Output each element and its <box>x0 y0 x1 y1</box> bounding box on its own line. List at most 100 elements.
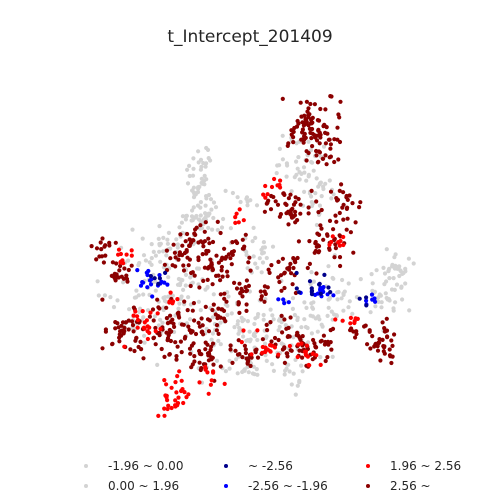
point-positive <box>141 325 146 330</box>
point-strong-positive <box>109 273 114 278</box>
point-positive <box>205 370 210 375</box>
point-not-significant <box>358 277 363 282</box>
point-strong-positive <box>337 255 343 260</box>
point-strong-positive <box>262 299 267 304</box>
point-strong-positive <box>367 329 372 334</box>
point-strong-positive <box>176 313 181 318</box>
point-strong-positive <box>279 288 284 293</box>
point-strong-positive <box>193 331 199 337</box>
point-strong-positive <box>298 202 303 207</box>
point-not-significant <box>188 317 193 322</box>
point-strong-positive <box>118 329 123 334</box>
point-not-significant <box>369 272 374 277</box>
point-positive <box>304 343 309 348</box>
point-strong-positive <box>151 336 156 341</box>
point-not-significant <box>370 281 375 286</box>
point-strong-positive <box>304 158 309 163</box>
point-not-significant <box>181 287 186 292</box>
point-strong-positive <box>173 255 178 260</box>
point-strong-positive <box>240 237 245 242</box>
point-strong-positive <box>103 243 108 248</box>
point-strong-negative <box>357 296 362 301</box>
point-strong-positive <box>272 335 278 341</box>
point-strong-positive <box>116 325 121 330</box>
point-strong-positive <box>323 358 328 364</box>
point-strong-negative <box>317 282 322 287</box>
point-strong-positive <box>327 137 332 142</box>
point-not-significant <box>279 320 284 325</box>
point-strong-positive <box>122 325 127 330</box>
point-negative <box>373 299 378 304</box>
point-strong-positive <box>278 212 283 217</box>
point-strong-positive <box>230 360 235 365</box>
point-positive <box>142 320 147 325</box>
point-not-significant <box>403 281 408 286</box>
point-positive <box>348 321 353 326</box>
point-not-significant <box>176 306 181 311</box>
point-not-significant <box>143 258 148 263</box>
point-positive <box>249 352 254 357</box>
point-strong-positive <box>296 239 301 244</box>
point-strong-positive <box>259 297 264 302</box>
point-not-significant <box>376 299 381 304</box>
point-strong-positive <box>209 261 214 266</box>
point-positive <box>118 251 123 257</box>
point-positive <box>148 310 153 315</box>
point-strong-negative <box>163 270 168 275</box>
point-strong-positive <box>206 236 211 241</box>
point-not-significant <box>384 279 389 284</box>
point-not-significant <box>237 328 242 334</box>
point-strong-positive <box>321 124 326 129</box>
point-strong-positive <box>114 261 119 266</box>
legend-label: 1.96 ~ 2.56 <box>390 459 462 473</box>
point-strong-positive <box>306 211 311 216</box>
point-strong-positive <box>307 126 312 131</box>
point-negative <box>148 282 154 287</box>
point-not-significant <box>247 329 252 334</box>
point-positive <box>175 297 180 302</box>
point-strong-positive <box>188 351 193 356</box>
point-positive <box>156 413 161 418</box>
point-not-significant <box>136 293 141 298</box>
point-strong-positive <box>100 346 105 351</box>
point-strong-positive <box>168 313 173 318</box>
point-not-significant <box>254 367 259 372</box>
point-strong-positive <box>319 226 324 231</box>
point-positive <box>340 318 345 323</box>
point-strong-positive <box>319 338 324 343</box>
point-strong-negative <box>294 270 299 276</box>
point-not-significant <box>176 276 181 282</box>
point-not-significant <box>96 293 101 298</box>
point-strong-positive <box>153 325 158 331</box>
point-positive <box>255 328 260 333</box>
point-strong-positive <box>282 360 287 365</box>
point-strong-negative <box>364 303 369 308</box>
point-not-significant <box>294 159 299 164</box>
point-not-significant <box>185 181 191 186</box>
point-negative <box>157 273 162 278</box>
point-strong-positive <box>309 117 314 122</box>
point-not-significant <box>183 272 189 277</box>
point-strong-positive <box>325 131 330 136</box>
point-not-significant <box>177 301 182 306</box>
point-strong-negative <box>364 295 369 300</box>
point-not-significant <box>295 383 300 388</box>
point-not-significant <box>399 284 404 289</box>
point-negative <box>147 278 153 283</box>
point-strong-positive <box>192 318 197 323</box>
point-positive <box>348 315 353 320</box>
point-not-significant <box>186 295 191 300</box>
point-strong-positive <box>130 319 135 324</box>
point-positive <box>164 382 169 387</box>
point-strong-positive <box>210 341 216 346</box>
point-positive <box>269 184 275 190</box>
point-not-significant <box>270 244 276 249</box>
point-strong-positive <box>341 190 346 195</box>
point-strong-positive <box>286 325 291 330</box>
point-strong-positive <box>248 363 253 369</box>
point-not-significant <box>179 294 184 299</box>
point-positive <box>233 220 238 225</box>
point-not-significant <box>240 319 245 324</box>
point-strong-positive <box>225 274 230 279</box>
point-positive <box>129 248 134 253</box>
